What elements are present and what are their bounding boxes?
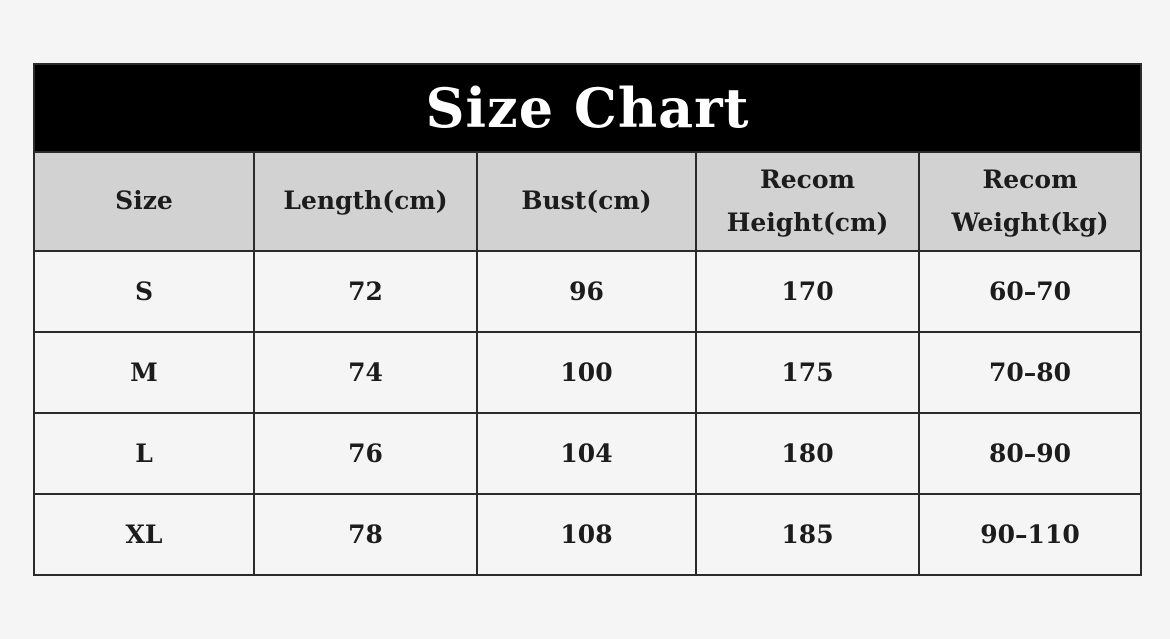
table-row-s: S 72 96 170 60–70 [33, 250, 1143, 333]
cell-length: 78 [253, 493, 478, 576]
cell-weight: 90–110 [917, 493, 1143, 576]
cell-length: 74 [253, 331, 478, 414]
cell-bust: 100 [476, 331, 697, 414]
size-chart-table: Size Chart Size Length(cm) Bust(cm) Reco… [32, 63, 1143, 576]
size-chart-title: Size Chart [32, 63, 1143, 153]
column-header-size: Size [33, 151, 255, 252]
cell-height: 180 [695, 412, 920, 495]
column-header-bust: Bust(cm) [476, 151, 697, 252]
cell-height: 170 [695, 250, 920, 333]
recom-height-line1: Recom [759, 165, 856, 194]
recom-weight-line2: Weight(kg) [951, 207, 1109, 237]
cell-size: L [33, 412, 255, 495]
recom-height-line2: Height(cm) [726, 207, 889, 237]
cell-length: 72 [253, 250, 478, 333]
cell-height: 185 [695, 493, 920, 576]
cell-bust: 96 [476, 250, 697, 333]
cell-length: 76 [253, 412, 478, 495]
cell-weight: 70–80 [917, 331, 1143, 414]
column-header-row: Size Length(cm) Bust(cm) Recom Height(cm… [33, 151, 1143, 252]
column-header-length: Length(cm) [253, 151, 478, 252]
cell-weight: 60–70 [917, 250, 1143, 333]
cell-size: M [33, 331, 255, 414]
cell-bust: 104 [476, 412, 697, 495]
title-banner-row: Size Chart [32, 63, 1143, 153]
cell-size: XL [33, 493, 255, 576]
cell-bust: 108 [476, 493, 697, 576]
size-chart-container: Size Chart Size Length(cm) Bust(cm) Reco… [32, 63, 1143, 576]
recom-weight-line1: Recom [982, 165, 1078, 194]
cell-size: S [33, 250, 255, 333]
table-row-xl: XL 78 108 185 90–110 [33, 493, 1143, 576]
cell-weight: 80–90 [917, 412, 1143, 495]
column-header-recom-weight: Recom Weight(kg) [917, 151, 1143, 252]
table-row-l: L 76 104 180 80–90 [33, 412, 1143, 495]
column-header-recom-height: Recom Height(cm) [695, 151, 920, 252]
table-row-m: M 74 100 175 70–80 [33, 331, 1143, 414]
cell-height: 175 [695, 331, 920, 414]
